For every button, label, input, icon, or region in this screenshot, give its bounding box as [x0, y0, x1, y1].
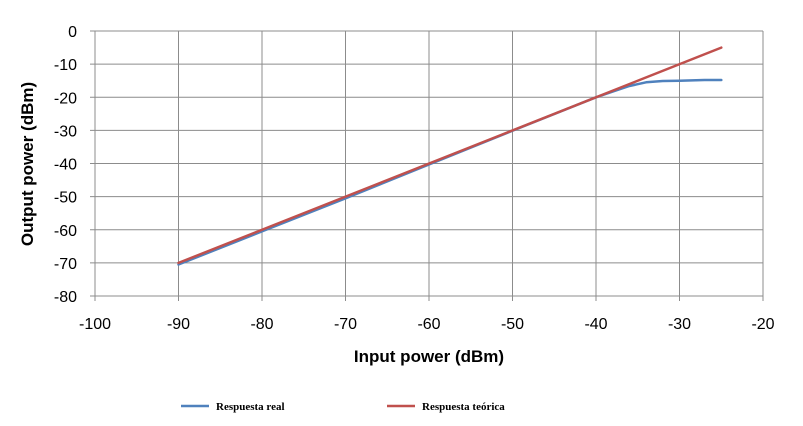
y-tick-label: 0	[68, 24, 77, 41]
axes	[94, 31, 763, 297]
legend-label-2: Respuesta teórica	[422, 401, 505, 413]
x-tick-label: -70	[334, 316, 357, 333]
legend-label-1: Respuesta real	[216, 401, 285, 413]
y-tick-label: -60	[54, 223, 77, 240]
y-tick-label: -50	[54, 190, 77, 207]
x-axis-title: Input power (dBm)	[354, 347, 504, 366]
y-tick-label: -40	[54, 157, 77, 174]
series-lines	[177, 46, 723, 266]
legend: Respuesta real Respuesta teórica	[181, 401, 505, 413]
series-line-2	[177, 46, 723, 265]
series-line-1	[177, 78, 723, 266]
x-tick-label: -30	[668, 316, 691, 333]
x-tick-label: -80	[250, 316, 273, 333]
y-tick-label: -80	[54, 289, 77, 306]
x-tick-label: -50	[501, 316, 524, 333]
x-tick-label: -40	[584, 316, 607, 333]
y-tick-label: -70	[54, 256, 77, 273]
y-tick-label: -20	[54, 90, 77, 107]
tick-labels: -100 -90 -80 -70 -60 -50 -40 -30 -20 0 -10 -20 -30 -4…	[54, 24, 775, 333]
y-axis-title: Output power (dBm)	[18, 82, 37, 246]
x-tick-label: -60	[417, 316, 440, 333]
x-tick-label: -20	[751, 316, 774, 333]
x-tick-label: -100	[79, 316, 111, 333]
x-tick-label: -90	[167, 316, 190, 333]
y-tick-label: -10	[54, 57, 77, 74]
y-tick-label: -30	[54, 123, 77, 140]
